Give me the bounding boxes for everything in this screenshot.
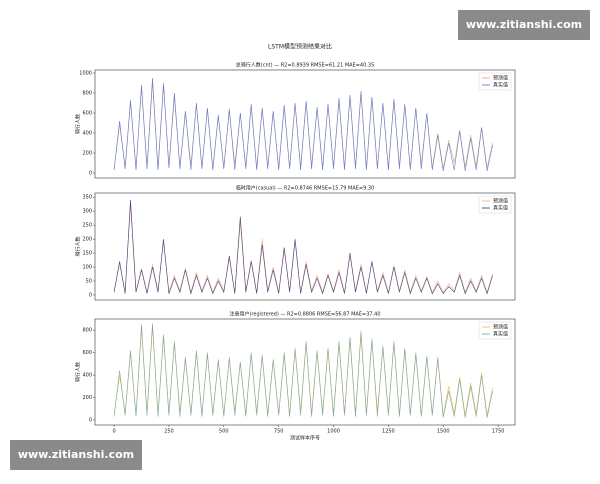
y-tick-label: 0 — [89, 171, 92, 177]
subplot-title: 临时用户(casual) — R2=0.8746 RMSE=15.79 MAE=… — [236, 185, 374, 192]
y-axis-label: 骑行人数 — [75, 362, 82, 382]
subplot-title: 总骑行人数(cnt) — R2=0.8939 RMSE=61.21 MAE=40… — [236, 62, 375, 69]
y-axis-label: 骑行人数 — [75, 236, 82, 256]
x-tick-label: 1000 — [327, 429, 340, 435]
y-tick-label: 300 — [82, 209, 92, 215]
line-series — [113, 77, 493, 172]
legend-label: 预测值 — [493, 75, 508, 82]
plot-frame — [94, 69, 516, 179]
x-axis-label: 测试样本序号 — [290, 435, 320, 442]
y-tick-label: 400 — [82, 131, 92, 137]
y-tick-label: 150 — [82, 251, 92, 257]
watermark: www.zitianshi.com — [466, 18, 582, 31]
y-tick-label: 200 — [82, 151, 92, 157]
y-tick-label: 250 — [82, 223, 92, 229]
y-tick-label: 1000 — [79, 71, 92, 77]
legend-label: 真实值 — [493, 331, 508, 338]
figure-title: LSTM模型预测结果对比 — [268, 43, 332, 51]
y-tick-label: 0 — [89, 292, 92, 298]
line-series — [113, 199, 493, 295]
subplot-title: 注册用户(registered) — R2=0.8806 RMSE=56.87 … — [229, 311, 380, 318]
y-tick-label: 0 — [89, 417, 92, 423]
x-tick-label: 1250 — [382, 429, 395, 435]
y-tick-label: 100 — [82, 265, 92, 271]
legend-box — [478, 72, 512, 91]
plot-frame — [94, 318, 516, 426]
watermark: www.zitianshi.com — [18, 448, 134, 461]
line-series — [113, 205, 493, 294]
y-tick-label: 350 — [82, 195, 92, 201]
legend-box — [478, 321, 512, 340]
legend-label: 真实值 — [493, 205, 508, 212]
x-tick-label: 250 — [164, 429, 174, 435]
y-tick-label: 800 — [82, 328, 92, 334]
y-tick-label: 200 — [82, 395, 92, 401]
y-tick-label: 400 — [82, 373, 92, 379]
y-tick-label: 800 — [82, 91, 92, 97]
line-series — [113, 326, 493, 416]
line-series — [113, 323, 493, 418]
legend-label: 预测值 — [493, 198, 508, 205]
x-tick-label: 0 — [112, 429, 115, 435]
x-tick-label: 750 — [274, 429, 284, 435]
watermark-box — [458, 10, 590, 40]
legend-box — [478, 195, 512, 214]
legend-label: 预测值 — [493, 324, 508, 331]
plot-frame — [94, 192, 516, 301]
line-series — [113, 82, 493, 170]
x-tick-label: 1500 — [437, 429, 450, 435]
y-tick-label: 200 — [82, 237, 92, 243]
y-tick-label: 600 — [82, 111, 92, 117]
y-tick-label: 50 — [86, 279, 92, 285]
watermark-box — [10, 440, 142, 470]
x-tick-label: 1750 — [492, 429, 505, 435]
legend-label: 真实值 — [493, 82, 508, 89]
x-tick-label: 500 — [219, 429, 229, 435]
y-tick-label: 600 — [82, 350, 92, 356]
y-axis-label: 骑行人数 — [75, 114, 82, 134]
